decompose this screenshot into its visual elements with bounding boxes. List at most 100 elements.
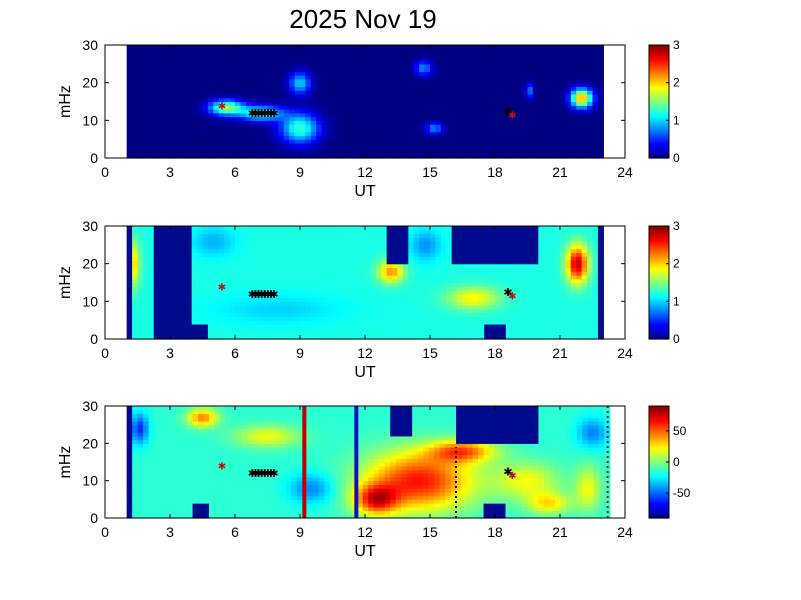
heatmap-cell (148, 97, 155, 103)
heatmap-cell (256, 45, 263, 50)
heatmap-cell (597, 78, 604, 84)
heatmap-cell (430, 101, 437, 106)
heatmap-cell (305, 237, 312, 242)
heatmap-cell (186, 271, 193, 276)
heatmap-cell (565, 112, 572, 118)
heatmap-cell (337, 105, 344, 110)
heatmap-cell (381, 290, 388, 295)
heatmap-cell (126, 63, 133, 69)
heatmap-cell (500, 154, 507, 159)
heatmap-cell (256, 56, 263, 61)
heatmap-cell (170, 86, 177, 91)
heatmap-cell (511, 259, 518, 265)
heatmap-cell (316, 101, 323, 106)
heatmap-cell (332, 82, 339, 88)
heatmap-cell (213, 327, 220, 333)
heatmap-cell (310, 335, 317, 340)
heatmap-cell (137, 60, 144, 65)
heatmap-cell (375, 237, 382, 242)
heatmap-cell (473, 293, 480, 299)
heatmap-cell (522, 312, 529, 317)
heatmap-cell (359, 116, 366, 121)
heatmap-cell (587, 112, 594, 118)
heatmap-cell (365, 52, 372, 57)
heatmap-cell (170, 154, 177, 159)
heatmap-cell (224, 244, 231, 250)
heatmap-cell (560, 86, 567, 91)
heatmap-cell (235, 312, 242, 317)
heatmap-cell (272, 316, 279, 321)
heatmap-cell (213, 154, 220, 159)
heatmap-cell (245, 256, 252, 261)
heatmap-cell (354, 139, 361, 144)
heatmap-cell (500, 229, 507, 235)
heatmap-cell (245, 142, 252, 148)
heatmap-cell (278, 52, 285, 57)
heatmap-cell (202, 150, 209, 155)
heatmap-cell (440, 312, 447, 317)
heatmap-cell (440, 233, 447, 238)
heatmap-cell (229, 131, 236, 136)
heatmap-cell (278, 282, 285, 287)
heatmap-cell (581, 116, 588, 121)
heatmap-cell (375, 252, 382, 257)
heatmap-cell (343, 150, 350, 155)
heatmap-cell (142, 135, 149, 140)
heatmap-cell (467, 297, 474, 302)
heatmap-cell (224, 297, 231, 302)
heatmap-cell (213, 282, 220, 287)
heatmap-cell (538, 63, 545, 69)
heatmap-cell (473, 323, 480, 329)
heatmap-cell (365, 267, 372, 272)
heatmap-cell (500, 301, 507, 306)
heatmap-cell (132, 305, 139, 310)
heatmap-cell (516, 248, 523, 253)
heatmap-cell (132, 323, 139, 329)
heatmap-cell (495, 135, 502, 140)
heatmap-cell (343, 237, 350, 242)
heatmap-cell (505, 154, 512, 159)
heatmap-cell (527, 146, 534, 152)
heatmap-cell (229, 78, 236, 84)
heatmap-cell (245, 237, 252, 242)
heatmap-cell (522, 131, 529, 136)
heatmap-cell (132, 301, 139, 306)
heatmap-cell (348, 150, 355, 155)
heatmap-cell (159, 63, 166, 69)
heatmap-cell (310, 274, 317, 280)
heatmap-cell (256, 93, 263, 99)
heatmap-cell (159, 312, 166, 317)
heatmap-cell (473, 316, 480, 321)
heatmap-cell (289, 78, 296, 84)
heatmap-cell (180, 308, 187, 314)
heatmap-cell (262, 135, 269, 140)
heatmap-cell (386, 308, 393, 314)
heatmap-cell (473, 290, 480, 295)
heatmap-cell (197, 45, 204, 50)
heatmap-cell (142, 93, 149, 99)
heatmap-cell (478, 286, 485, 291)
heatmap-cell (251, 86, 258, 91)
heatmap-cell (527, 101, 534, 106)
heatmap-cell (467, 305, 474, 310)
heatmap-cell (478, 124, 485, 129)
heatmap-cell (489, 320, 496, 325)
heatmap-cell (354, 237, 361, 242)
heatmap-cell (170, 52, 177, 57)
heatmap-cell (500, 109, 507, 114)
heatmap-cell (175, 86, 182, 91)
heatmap-cell (359, 233, 366, 238)
heatmap-cell (159, 124, 166, 129)
heatmap-cell (310, 237, 317, 242)
heatmap-cell (435, 233, 442, 238)
heatmap-cell (348, 305, 355, 310)
heatmap-cell (207, 112, 214, 118)
heatmap-cell (337, 146, 344, 152)
heatmap-cell (142, 290, 149, 295)
heatmap-cell (132, 286, 139, 291)
heatmap-cell (321, 139, 328, 144)
heatmap-cell (370, 244, 377, 250)
heatmap-cell (457, 116, 464, 121)
heatmap-cell (251, 120, 258, 125)
heatmap-cell (408, 229, 415, 235)
